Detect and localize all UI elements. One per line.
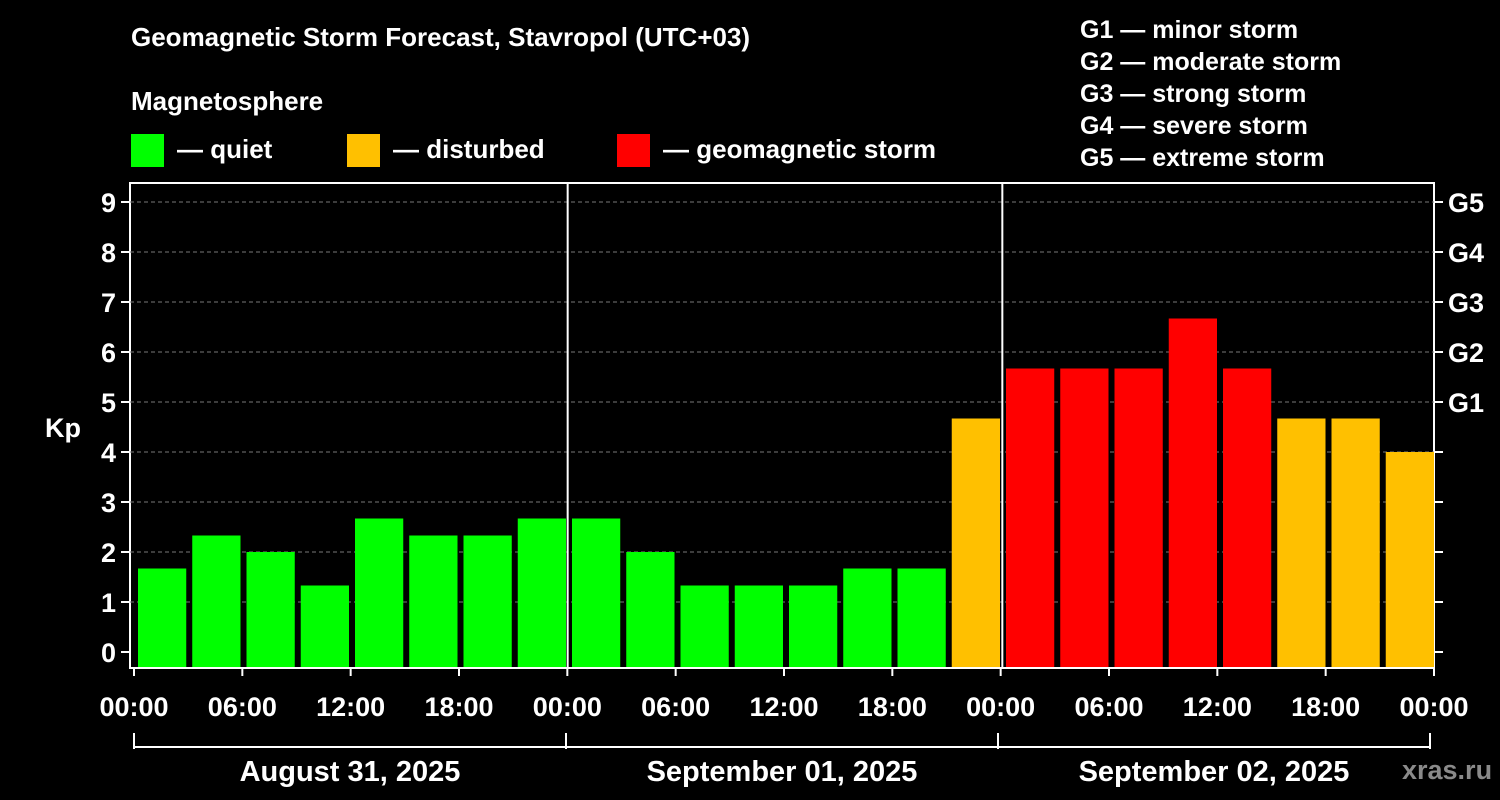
- watermark: xras.ru: [1402, 755, 1493, 785]
- kp-bar: [789, 585, 838, 667]
- kp-bar: [734, 585, 783, 667]
- g-scale-label: G3: [1448, 288, 1484, 318]
- y-tick-label: 2: [101, 538, 116, 568]
- day-label: September 02, 2025: [1079, 756, 1350, 788]
- y-tick-label: 9: [101, 188, 116, 218]
- kp-bar: [1223, 368, 1272, 667]
- kp-bar: [1331, 418, 1380, 667]
- x-tick-label: 18:00: [858, 692, 927, 722]
- y-tick-label: 3: [101, 488, 116, 518]
- kp-bar: [192, 535, 241, 667]
- day-label: August 31, 2025: [240, 756, 461, 788]
- kp-bar: [572, 518, 621, 667]
- y-tick-label: 7: [101, 288, 116, 318]
- legend-swatch-quiet: [131, 134, 164, 167]
- y-tick-label: 5: [101, 388, 116, 418]
- storm-scale-g2: G2 — moderate storm: [1080, 48, 1342, 76]
- x-tick-label: 12:00: [316, 692, 385, 722]
- kp-bar: [300, 585, 349, 667]
- kp-bar: [843, 568, 892, 667]
- x-tick-label: 18:00: [1291, 692, 1360, 722]
- kp-bar: [951, 418, 1000, 667]
- kp-bar: [1006, 368, 1055, 667]
- kp-bar: [1168, 318, 1217, 667]
- chart-title: Geomagnetic Storm Forecast, Stavropol (U…: [131, 22, 751, 52]
- g-scale-label: G5: [1448, 188, 1484, 218]
- storm-scale-g4: G4 — severe storm: [1080, 112, 1308, 140]
- magnetosphere-label: Magnetosphere: [131, 86, 324, 116]
- y-tick-label: 0: [101, 638, 116, 668]
- legend-label-disturbed: — disturbed: [393, 134, 545, 164]
- kp-bar: [897, 568, 946, 667]
- y-tick-label: 1: [101, 588, 116, 618]
- x-tick-label: 00:00: [1399, 692, 1468, 722]
- legend-swatch-disturbed: [347, 134, 380, 167]
- kp-bar: [680, 585, 729, 667]
- y-tick-label: 6: [101, 338, 116, 368]
- kp-bar: [138, 568, 187, 667]
- legend-swatch-storm: [617, 134, 650, 167]
- kp-bar: [1114, 368, 1163, 667]
- kp-bar: [1277, 418, 1326, 667]
- storm-scale-g1: G1 — minor storm: [1080, 16, 1299, 44]
- g-scale-label: G4: [1448, 238, 1484, 268]
- x-tick-label: 06:00: [1074, 692, 1143, 722]
- kp-bar: [355, 518, 404, 667]
- legend-label-storm: — geomagnetic storm: [663, 134, 937, 164]
- storm-scale-g3: G3 — strong storm: [1080, 80, 1307, 108]
- kp-bar: [246, 552, 295, 667]
- legend-label-quiet: — quiet: [177, 134, 273, 164]
- x-tick-label: 00:00: [533, 692, 602, 722]
- storm-scale-list: G1 — minor storm G2 — moderate storm G3 …: [1080, 14, 1341, 174]
- x-tick-label: 00:00: [99, 692, 168, 722]
- kp-bar: [409, 535, 458, 667]
- storm-scale-g5: G5 — extreme storm: [1080, 144, 1325, 172]
- g-scale-label: G2: [1448, 338, 1484, 368]
- x-tick-label: 06:00: [208, 692, 277, 722]
- x-tick-label: 18:00: [424, 692, 493, 722]
- kp-bar: [626, 552, 675, 667]
- kp-bar: [1385, 452, 1434, 667]
- kp-bar: [1060, 368, 1109, 667]
- day-label: September 01, 2025: [647, 756, 918, 788]
- x-tick-label: 06:00: [641, 692, 710, 722]
- plot-frame: [129, 182, 1435, 669]
- kp-bar: [517, 518, 566, 667]
- y-tick-label: 4: [101, 438, 116, 468]
- y-axis-label: Kp: [45, 413, 81, 443]
- x-tick-label: 12:00: [1183, 692, 1252, 722]
- x-tick-label: 12:00: [749, 692, 818, 722]
- kp-bar: [463, 535, 512, 667]
- g-scale-label: G1: [1448, 388, 1484, 418]
- x-tick-label: 00:00: [966, 692, 1035, 722]
- y-tick-label: 8: [101, 238, 116, 268]
